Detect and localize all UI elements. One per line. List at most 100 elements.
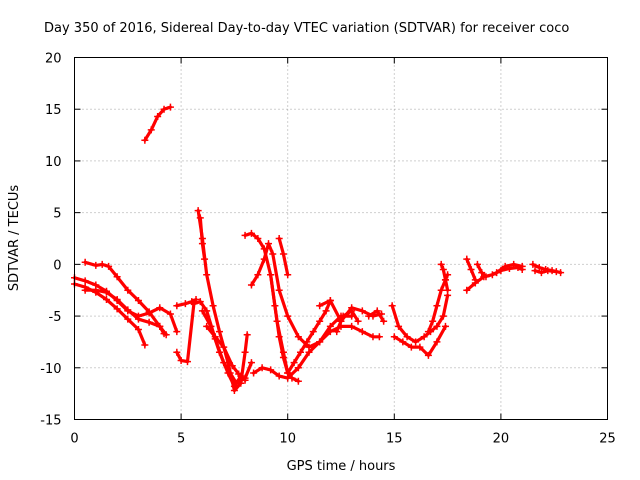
data-point — [510, 260, 518, 268]
plot-frame — [74, 57, 608, 420]
data-point — [557, 269, 565, 277]
data-point — [113, 273, 121, 281]
x-axis-label: GPS time / hours — [287, 459, 396, 474]
data-point — [316, 338, 324, 346]
data-point — [433, 322, 441, 330]
data-point — [275, 235, 283, 242]
data-point — [339, 312, 347, 320]
data-point — [478, 269, 486, 277]
data-point — [407, 343, 415, 351]
data-point — [105, 262, 113, 270]
data-point — [424, 351, 432, 359]
data-point — [196, 298, 204, 306]
y-tick-label: 5 — [53, 207, 61, 222]
data-point — [444, 286, 452, 294]
data-point — [348, 307, 356, 315]
data-point — [224, 369, 232, 377]
data-point — [296, 348, 304, 356]
data-point — [92, 286, 100, 294]
data-point — [463, 255, 471, 263]
data-point — [92, 261, 100, 269]
series-trace — [175, 297, 198, 308]
data-point — [369, 333, 377, 341]
series-arc-27 — [493, 260, 526, 277]
data-point — [166, 310, 174, 318]
series-arc-23 — [437, 260, 452, 294]
data-point — [203, 271, 211, 279]
series-arc-15 — [267, 271, 302, 385]
series-trace — [200, 309, 243, 388]
data-point — [279, 353, 287, 361]
series-arc-11 — [203, 322, 249, 384]
y-axis-label: SDTVAR / TECUs — [7, 185, 22, 292]
data-point — [201, 255, 209, 263]
data-point — [441, 322, 449, 330]
series-arc-29 — [531, 267, 560, 277]
data-point — [211, 333, 219, 341]
data-point — [437, 260, 445, 268]
data-point — [467, 266, 475, 274]
data-point — [81, 286, 89, 294]
series-arc-16 — [275, 235, 292, 279]
data-point — [134, 315, 142, 323]
data-point — [395, 322, 403, 330]
data-point — [260, 255, 268, 263]
data-series — [71, 103, 565, 395]
series-trace — [205, 324, 247, 382]
series-trace — [252, 324, 381, 380]
data-point — [247, 359, 255, 367]
data-point — [235, 370, 243, 378]
data-point — [173, 348, 181, 356]
series-arc-7 — [173, 296, 200, 310]
y-tick-label: 10 — [45, 155, 62, 170]
data-point — [247, 281, 255, 289]
data-point — [177, 357, 185, 365]
series-arc-24 — [463, 263, 526, 294]
data-point — [241, 231, 249, 239]
data-point — [529, 260, 537, 268]
data-point — [544, 267, 552, 275]
data-point — [441, 276, 449, 284]
series-arc-4 — [81, 258, 170, 339]
data-point — [173, 328, 181, 336]
data-point — [358, 328, 366, 336]
data-point — [493, 269, 501, 277]
data-point — [284, 312, 292, 320]
data-point — [194, 207, 202, 215]
data-point — [198, 240, 206, 248]
data-point — [254, 271, 262, 279]
data-point — [399, 338, 407, 346]
y-tick-label: -5 — [49, 310, 62, 325]
data-point — [141, 341, 149, 349]
data-point — [288, 374, 296, 382]
data-point — [102, 296, 110, 304]
data-point — [124, 286, 132, 294]
y-tick-label: 15 — [45, 103, 62, 118]
data-point — [552, 268, 560, 276]
data-point — [113, 296, 121, 304]
data-point — [145, 318, 153, 326]
x-tick-label: 20 — [493, 432, 510, 447]
data-point — [537, 269, 545, 277]
data-point — [230, 382, 238, 390]
x-tick-label: 15 — [386, 432, 403, 447]
data-point — [535, 263, 543, 271]
data-point — [471, 276, 479, 284]
data-point — [102, 288, 110, 296]
series-arc-26 — [473, 260, 490, 281]
data-point — [284, 369, 292, 377]
data-point — [354, 317, 362, 325]
data-point — [439, 312, 447, 320]
series-arc-2 — [71, 280, 149, 349]
data-point — [145, 308, 153, 316]
data-point — [322, 307, 330, 315]
series-trace — [439, 262, 450, 292]
data-point — [275, 286, 283, 294]
series-trace — [143, 105, 172, 142]
data-point — [215, 348, 223, 356]
data-point — [124, 306, 132, 314]
series-trace — [72, 282, 147, 347]
data-point — [183, 358, 191, 366]
data-point — [173, 302, 181, 310]
